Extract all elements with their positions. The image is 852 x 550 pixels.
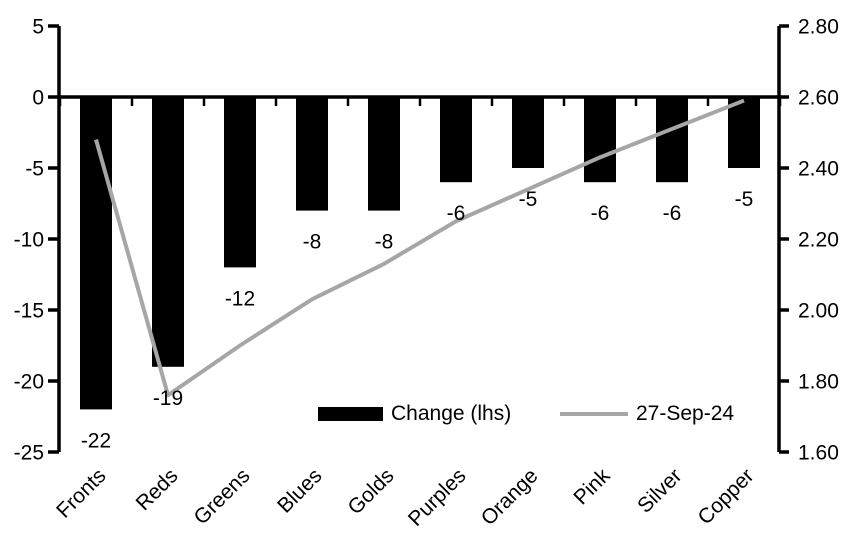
right-axis-tick-label: 2.60 xyxy=(798,87,839,110)
bar-value-label: -8 xyxy=(303,231,322,254)
x-axis-label-greens: Greens xyxy=(190,464,255,529)
right-axis-tick-label: 2.00 xyxy=(798,300,839,323)
left-axis-tick-label: 0 xyxy=(32,87,44,110)
x-axis-label-copper: Copper xyxy=(694,464,759,529)
bar-purples xyxy=(440,97,472,183)
x-axis-label-silver: Silver xyxy=(633,464,686,517)
bar-value-label: -22 xyxy=(81,429,111,452)
x-axis-label-purples: Purples xyxy=(404,464,471,531)
bar-value-label: -6 xyxy=(663,202,682,225)
left-axis-tick-label: -5 xyxy=(25,158,44,181)
right-axis-tick-label: 2.80 xyxy=(798,16,839,39)
bar-golds xyxy=(368,97,400,211)
left-axis-tick-label: -20 xyxy=(14,371,44,394)
right-axis-tick-label: 1.60 xyxy=(798,442,839,465)
left-axis-tick-label: -25 xyxy=(14,442,44,465)
bar-value-label: -5 xyxy=(735,188,754,211)
legend-line-label: 27-Sep-24 xyxy=(636,402,735,425)
bar-value-label: -12 xyxy=(225,287,255,310)
x-axis-label-blues: Blues xyxy=(273,464,326,517)
legend-bar-swatch xyxy=(318,407,383,421)
left-axis-tick-label: -15 xyxy=(14,300,44,323)
left-axis-tick-label: 5 xyxy=(32,16,44,39)
bar-blues xyxy=(296,97,328,211)
right-axis-tick-label: 2.20 xyxy=(798,229,839,252)
bar-fronts xyxy=(80,97,112,410)
bar-greens xyxy=(224,97,256,268)
x-axis-label-pink: Pink xyxy=(569,464,615,510)
bar-value-label: -6 xyxy=(591,202,610,225)
bar-silver xyxy=(656,97,688,183)
x-axis-label-reds: Reds xyxy=(132,464,183,515)
left-axis-tick-label: -10 xyxy=(14,229,44,252)
legend-line-swatch xyxy=(560,412,628,416)
bar-value-label: -8 xyxy=(375,231,394,254)
bar-copper xyxy=(728,97,760,168)
x-axis-label-golds: Golds xyxy=(343,464,398,519)
right-axis-tick-label: 2.40 xyxy=(798,158,839,181)
bar-value-label: -19 xyxy=(153,387,183,410)
bar-reds xyxy=(152,97,184,367)
bar-pink xyxy=(584,97,616,183)
right-axis-tick-label: 1.80 xyxy=(798,371,839,394)
x-axis-label-orange: Orange xyxy=(477,464,543,530)
bar-value-label: -6 xyxy=(447,202,466,225)
bar-orange xyxy=(512,97,544,168)
legend-bar-label: Change (lhs) xyxy=(391,402,512,425)
line-series xyxy=(94,98,745,398)
bar-value-label: -5 xyxy=(519,188,538,211)
x-axis-label-fronts: Fronts xyxy=(52,464,110,522)
